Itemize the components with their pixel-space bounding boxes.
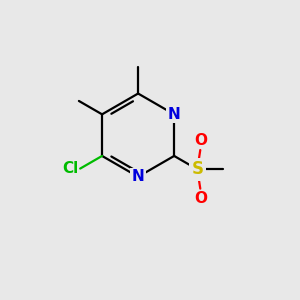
Text: O: O [194,191,207,206]
Text: O: O [194,133,207,148]
Text: N: N [132,169,145,184]
Text: N: N [168,107,181,122]
Text: S: S [191,160,203,178]
Text: Cl: Cl [62,161,79,176]
